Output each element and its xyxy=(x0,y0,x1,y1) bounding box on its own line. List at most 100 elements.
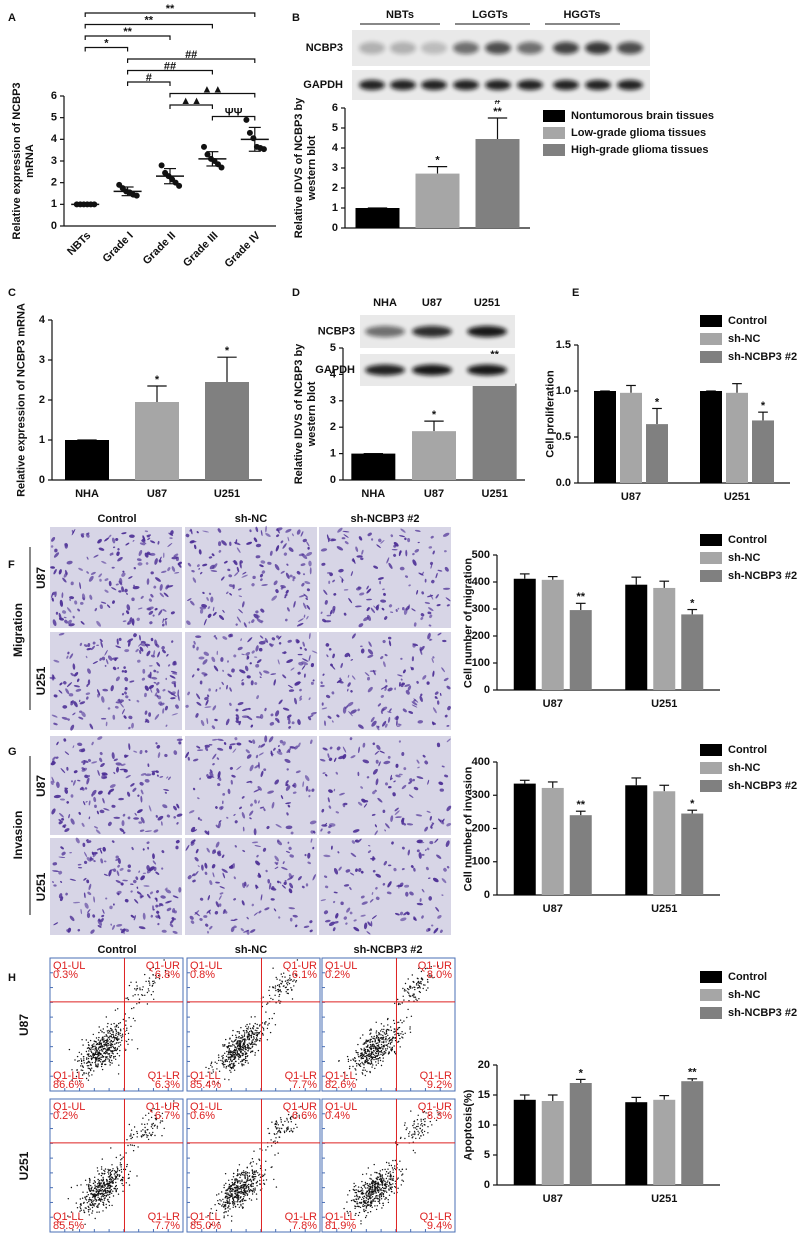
event-dot xyxy=(79,1206,80,1207)
event-dot xyxy=(132,995,133,996)
blot-row-label: NCBP3 xyxy=(318,325,355,337)
event-dot xyxy=(121,1169,122,1170)
event-dot xyxy=(398,1033,399,1034)
event-dot xyxy=(107,1186,108,1187)
quadrant-percent: 6.1% xyxy=(292,969,317,981)
event-dot xyxy=(218,1203,219,1204)
event-dot xyxy=(374,1036,375,1037)
event-dot xyxy=(259,1183,260,1184)
legend-label: sh-NC xyxy=(728,333,760,345)
event-dot xyxy=(391,1042,392,1043)
event-dot xyxy=(134,988,135,989)
event-dot xyxy=(97,1190,98,1191)
event-dot xyxy=(145,1115,146,1116)
blot-band xyxy=(421,80,447,90)
event-dot xyxy=(387,1048,388,1049)
event-dot xyxy=(276,1124,277,1125)
event-dot xyxy=(132,1145,133,1146)
event-dot xyxy=(86,1039,87,1040)
event-dot xyxy=(363,1209,364,1210)
event-dot xyxy=(114,1170,115,1171)
event-dot xyxy=(113,1036,114,1037)
event-dot xyxy=(122,1180,123,1181)
x-tick-label: U87 xyxy=(543,698,563,710)
event-dot xyxy=(224,1045,225,1046)
micrograph xyxy=(50,736,183,835)
event-dot xyxy=(242,1064,243,1065)
bar xyxy=(700,391,722,483)
event-dot xyxy=(101,1175,102,1176)
event-dot xyxy=(244,1185,245,1186)
event-dot xyxy=(245,1026,246,1027)
event-dot xyxy=(109,1191,110,1192)
event-dot xyxy=(95,1058,96,1059)
event-dot xyxy=(376,1032,377,1033)
event-dot xyxy=(237,1170,238,1171)
event-dot xyxy=(221,1056,222,1057)
event-dot xyxy=(107,1172,108,1173)
event-dot xyxy=(114,1175,115,1176)
event-dot xyxy=(227,1047,228,1048)
event-dot xyxy=(98,1186,99,1187)
significance-label: * xyxy=(155,374,160,386)
event-dot xyxy=(245,1060,246,1061)
legend-swatch xyxy=(700,534,722,546)
event-dot xyxy=(242,1036,243,1037)
event-dot xyxy=(128,1017,129,1018)
event-dot xyxy=(88,1042,89,1043)
event-dot xyxy=(121,1037,122,1038)
event-dot xyxy=(240,1061,241,1062)
event-dot xyxy=(97,1183,98,1184)
event-dot xyxy=(288,1121,289,1122)
event-dot xyxy=(101,1166,102,1167)
event-dot xyxy=(228,1065,229,1066)
event-dot xyxy=(151,1117,152,1118)
event-dot xyxy=(125,1020,126,1021)
event-dot xyxy=(292,998,293,999)
event-dot xyxy=(238,1192,239,1193)
event-dot xyxy=(392,1040,393,1041)
event-dot xyxy=(255,1176,256,1177)
event-dot xyxy=(106,1181,107,1182)
event-dot xyxy=(224,1064,225,1065)
event-dot xyxy=(289,983,290,984)
event-dot xyxy=(377,1049,378,1050)
event-dot xyxy=(88,1075,89,1076)
event-dot xyxy=(97,1044,98,1045)
event-dot xyxy=(389,1165,390,1166)
event-dot xyxy=(106,1046,107,1047)
event-dot xyxy=(110,1186,111,1187)
event-dot xyxy=(405,983,406,984)
event-dot xyxy=(91,1189,92,1190)
event-dot xyxy=(400,1046,401,1047)
event-dot xyxy=(265,1149,266,1150)
event-dot xyxy=(148,988,149,989)
event-dot xyxy=(130,1144,131,1145)
event-dot xyxy=(398,1022,399,1023)
y-tick-label: 5 xyxy=(330,342,336,354)
event-dot xyxy=(408,1000,409,1001)
event-dot xyxy=(223,1062,224,1063)
event-dot xyxy=(102,1055,103,1056)
event-dot xyxy=(385,1039,386,1040)
event-dot xyxy=(93,1190,94,1191)
event-dot xyxy=(401,1184,402,1185)
event-dot xyxy=(247,1038,248,1039)
event-dot xyxy=(235,1061,236,1062)
event-dot xyxy=(109,1055,110,1056)
event-dot xyxy=(366,1058,367,1059)
event-dot xyxy=(141,994,142,995)
event-dot xyxy=(249,1039,250,1040)
event-dot xyxy=(394,1028,395,1029)
event-dot xyxy=(120,1033,121,1034)
y-tick-label: 0.0 xyxy=(556,477,571,489)
event-dot xyxy=(366,1207,367,1208)
bar xyxy=(476,139,520,228)
event-dot xyxy=(111,1045,112,1046)
event-dot xyxy=(238,1031,239,1032)
event-dot xyxy=(239,1207,240,1208)
event-dot xyxy=(411,1016,412,1017)
event-dot xyxy=(109,1183,110,1184)
event-dot xyxy=(80,1205,81,1206)
x-tick-label: NBTs xyxy=(65,230,93,258)
